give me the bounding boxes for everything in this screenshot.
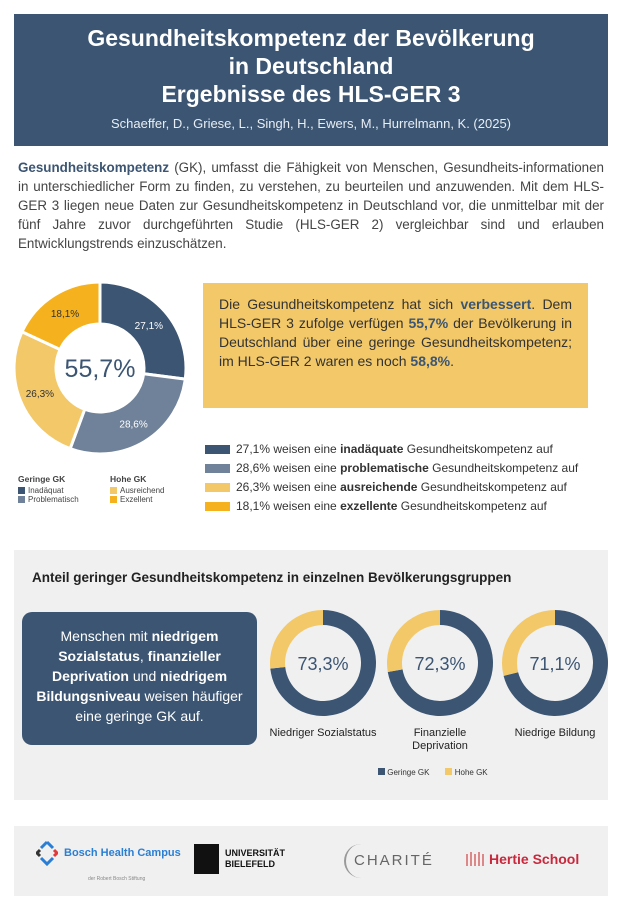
intro-text: Gesundheitskompetenz (GK), umfasst die F… — [18, 160, 604, 251]
donut-sozialstatus: 73,3% Niedriger Sozialstatus — [268, 608, 378, 740]
mini-donut: 71,1% — [502, 610, 608, 716]
donut-value: 71,1% — [529, 654, 580, 674]
color-swatch — [205, 464, 230, 473]
mini-donut: 73,3% — [270, 610, 376, 716]
mini-donut: 72,3% — [387, 610, 493, 716]
header-banner: Gesundheitskompetenz der Bevölkerung in … — [14, 14, 608, 146]
legend-geringe-gk: Geringe GK Inadäquat Problematisch — [18, 474, 79, 504]
hohe-gk-arc — [387, 610, 440, 672]
color-swatch — [205, 483, 230, 492]
center-value: 55,7% — [65, 355, 136, 383]
donut-bildung: 71,1% Niedrige Bildung — [500, 608, 610, 740]
list-item: 27,1% weisen eine inadäquate Gesundheits… — [205, 440, 578, 459]
page-title: Gesundheitskompetenz der Bevölkerung in … — [87, 25, 535, 107]
donut-slice-inadäquat — [98, 280, 188, 381]
bosch-logo-icon — [36, 840, 58, 866]
hertie-logo-icon — [466, 852, 484, 866]
groups-legend: Geringe GK Hohe GK — [378, 768, 488, 777]
legend-swatch — [18, 496, 25, 503]
color-swatch — [205, 502, 230, 511]
slice-label: 26,3% — [26, 389, 54, 400]
slice-label: 27,1% — [135, 321, 163, 332]
authors: Schaeffer, D., Griese, L., Singh, H., Ew… — [110, 116, 512, 131]
donut-slice-exzellent — [20, 280, 102, 352]
donut-value: 73,3% — [297, 654, 348, 674]
bosch-health-campus-logo: Bosch Health Campus — [36, 840, 181, 866]
key-finding-callout: Die Gesundheitskompetenz hat sich verbes… — [203, 283, 588, 408]
logo-strip: Bosch Health Campus der Robert Bosch Sti… — [14, 826, 608, 896]
legend-swatch — [110, 487, 117, 494]
legend-swatch — [110, 496, 117, 503]
slice-label: 28,6% — [119, 420, 147, 431]
slice-label: 18,1% — [51, 309, 79, 320]
list-item: 26,3% weisen eine ausreichende Gesundhei… — [205, 478, 578, 497]
hertie-school-logo: Hertie School — [466, 851, 579, 867]
universitaet-bielefeld-logo: UNIVERSITÄT BIELEFELD — [194, 844, 315, 874]
list-item: 28,6% weisen eine problematische Gesundh… — [205, 459, 578, 478]
main-donut-chart: 27,1% 28,6% 26,3% 18,1% 55,7% — [12, 280, 188, 456]
list-item: 18,1% weisen eine exzellente Gesundheits… — [205, 497, 578, 516]
charite-logo: CHARITÉ — [344, 844, 434, 878]
legend-swatch — [445, 768, 453, 775]
hohe-gk-arc — [502, 610, 555, 676]
donut-slice-ausreichend — [12, 329, 87, 451]
legend-swatch — [18, 487, 25, 494]
donut-deprivation: 72,3% Finanzielle Deprivation — [385, 608, 495, 753]
donut-value: 72,3% — [414, 654, 465, 674]
section-title: Anteil geringer Gesundheitskompetenz in … — [32, 570, 512, 585]
distribution-list: 27,1% weisen eine inadäquate Gesundheits… — [205, 440, 578, 516]
hohe-gk-arc — [270, 610, 323, 669]
groups-summary-box: Menschen mit niedrigem Sozialstatus, fin… — [22, 612, 257, 745]
donut-slice-problematisch — [68, 372, 187, 456]
population-groups-section: Anteil geringer Gesundheitskompetenz in … — [14, 550, 608, 800]
legend-hohe-gk: Hohe GK Ausreichend Exzellent — [110, 474, 165, 504]
color-swatch — [205, 445, 230, 454]
legend-swatch — [378, 768, 385, 775]
